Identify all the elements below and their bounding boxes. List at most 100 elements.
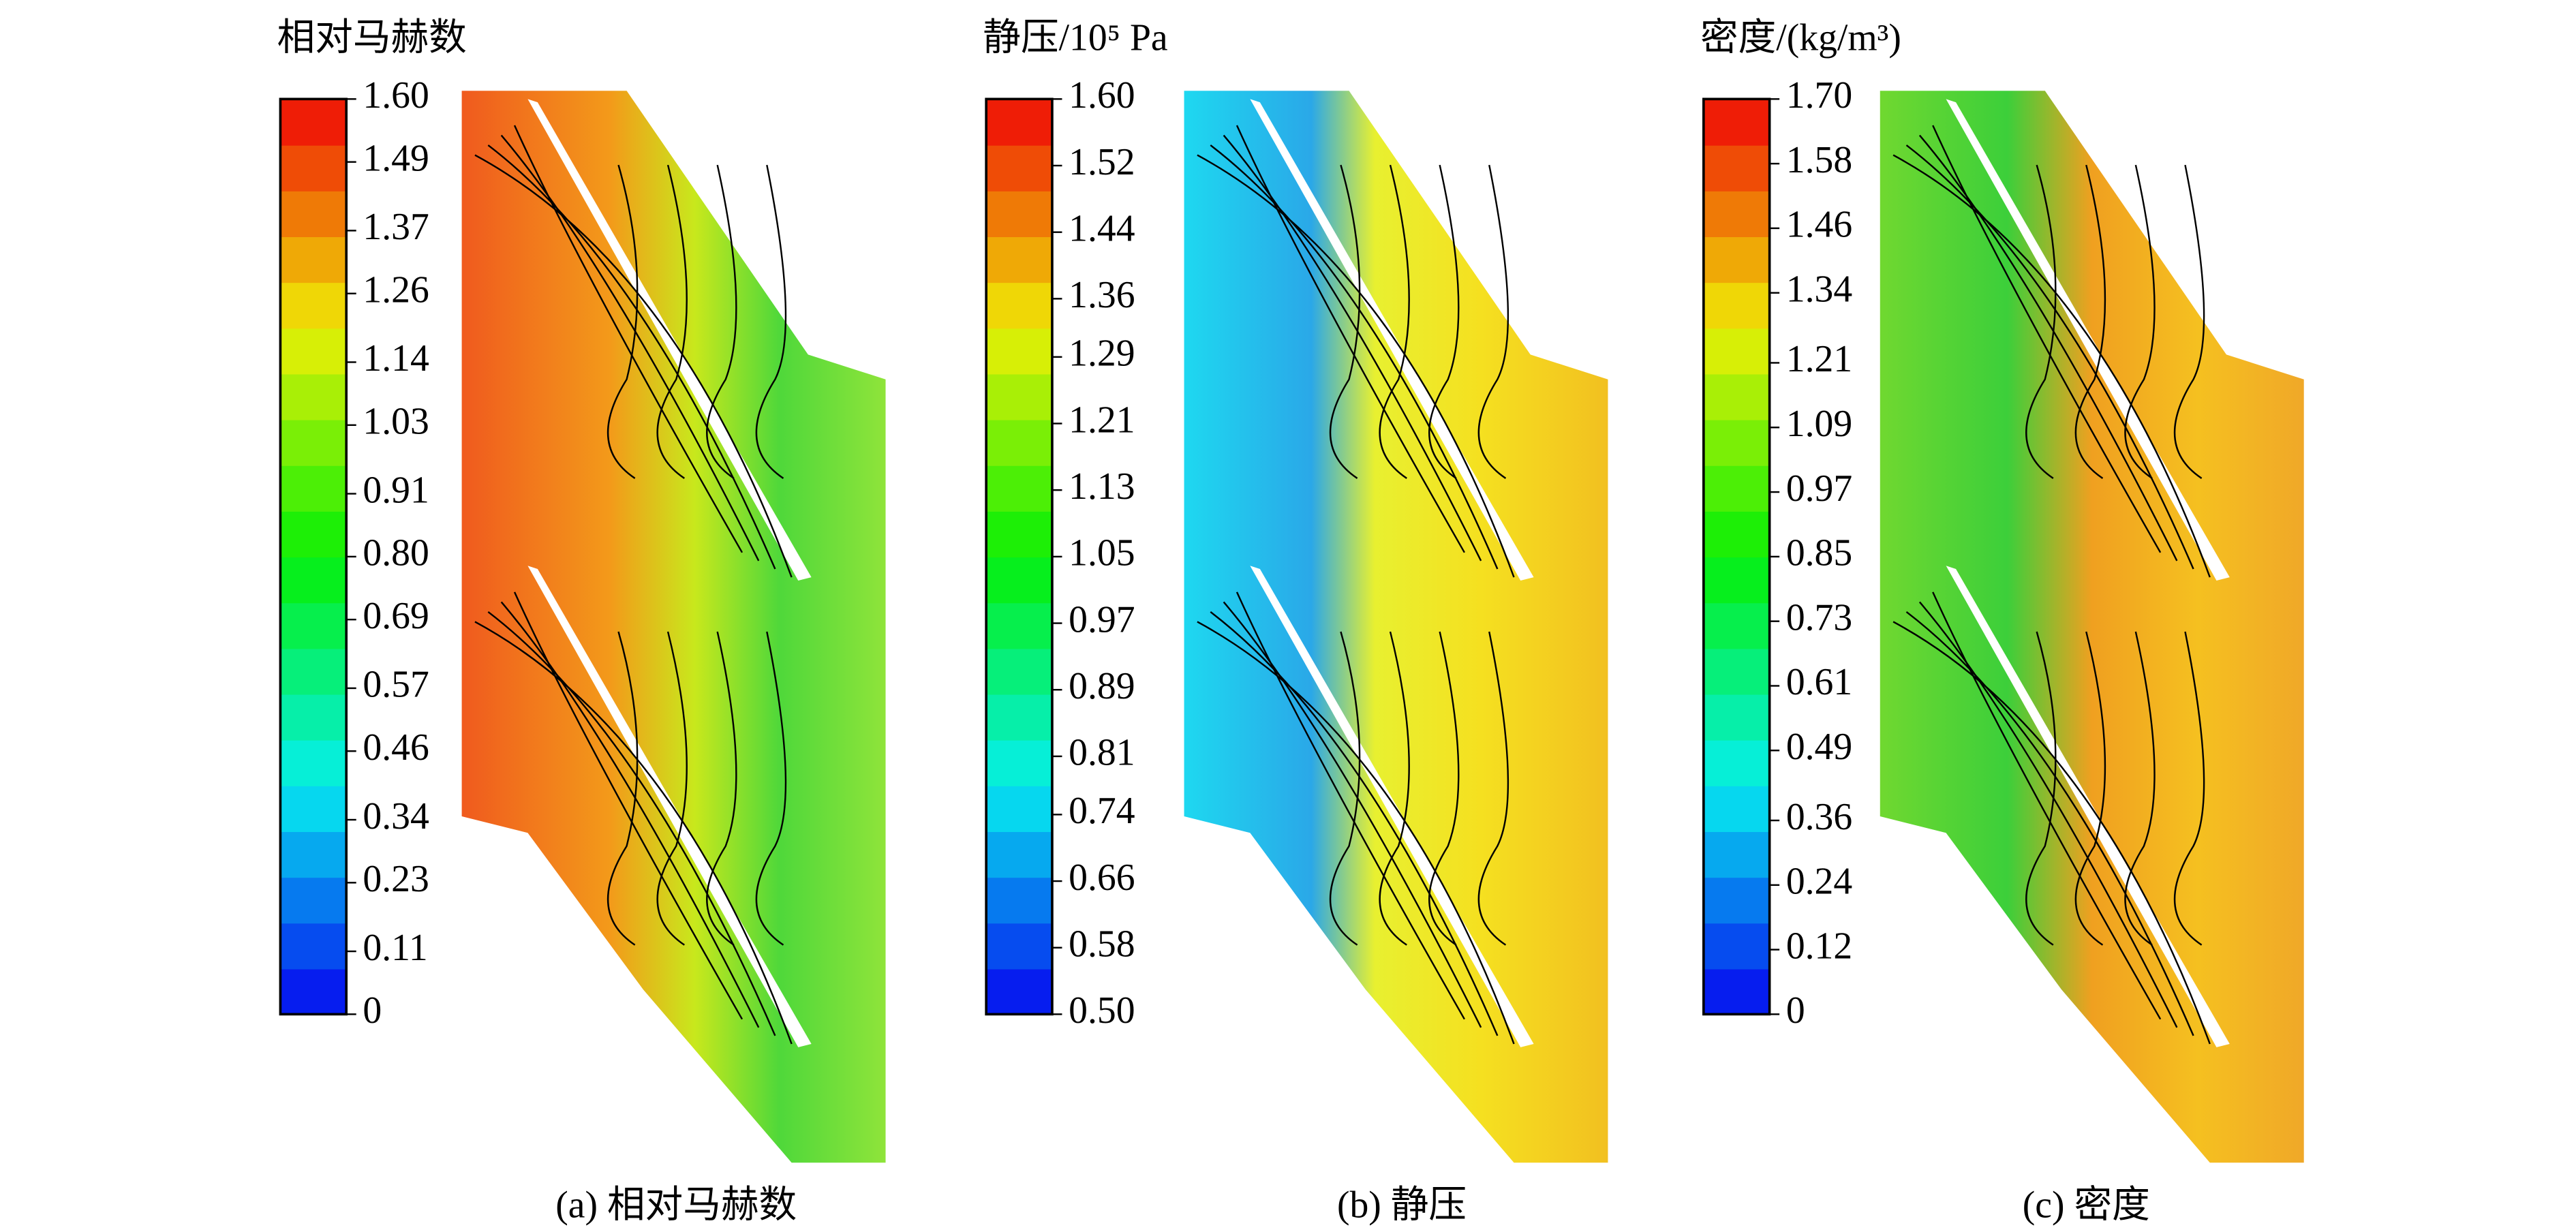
contour-line: [474, 621, 793, 1045]
colorbar-band: [986, 785, 1052, 833]
contour-line: [1329, 164, 1361, 479]
colorbar-band: [986, 281, 1052, 329]
colorbar-band: [986, 602, 1052, 649]
contour-line: [1210, 611, 1499, 1036]
colorbar-band: [1703, 968, 1770, 1015]
colorbar-band: [986, 236, 1052, 283]
colorbar-band: [280, 556, 347, 604]
contour-line: [607, 164, 639, 479]
contour-line: [1210, 144, 1499, 570]
colorbar-band: [986, 144, 1052, 191]
contour-line: [1892, 621, 2211, 1045]
colorbar-band: [280, 190, 347, 238]
colorbar-band: [280, 510, 347, 558]
colorbar-band: [280, 968, 347, 1015]
contour-line: [487, 144, 776, 570]
colorbar-tick-label: 1.70: [1786, 74, 1852, 117]
contour-line: [2124, 164, 2156, 479]
colorbar-tick-label: 1.05: [1069, 532, 1135, 574]
colorbar-tick-label: 1.60: [363, 74, 429, 117]
colorbar-band: [1703, 465, 1770, 512]
contour-line: [2025, 164, 2057, 479]
contour-line: [1236, 125, 1465, 553]
colorbar-tick-label: 0.61: [1786, 661, 1852, 703]
panel-a-field: [461, 91, 886, 1163]
contour-line: [487, 611, 776, 1036]
colorbar-band: [280, 373, 347, 420]
colorbar-band: [280, 236, 347, 283]
contour-line: [2074, 164, 2106, 479]
colorbar-band: [986, 465, 1052, 512]
contour-line: [1892, 154, 2211, 578]
colorbar-band: [280, 785, 347, 833]
panel-caption: (a) 相对马赫数: [555, 1184, 797, 1227]
contour-line: [755, 164, 787, 479]
contour-line: [1329, 631, 1361, 946]
colorbar-band: [280, 281, 347, 329]
colorbar-tick-label: 1.49: [363, 137, 429, 179]
contour-line: [1477, 631, 1509, 946]
colorbar-band: [986, 648, 1052, 695]
contour-line: [474, 154, 793, 578]
colorbar-tick-label: 0.80: [363, 532, 429, 574]
colorbar-tick-label: 1.21: [1786, 338, 1852, 380]
colorbar-tick-label: 0.49: [1786, 726, 1852, 768]
colorbar-band: [1703, 419, 1770, 466]
contour-line: [1932, 125, 2162, 553]
colorbar-band: [1703, 144, 1770, 191]
colorbar-tick-label: 0.66: [1069, 857, 1135, 899]
colorbar-band: [1703, 923, 1770, 970]
contour-line: [2173, 164, 2205, 479]
colorbar-tick-label: 1.14: [363, 337, 429, 380]
field-overlay: [1197, 99, 1534, 1047]
panel: 0.50 0.58 0.66 0.74 0.81 0.89 0.97 1.05 1.13 1.21…: [983, 16, 1534, 1227]
colorbar-tick-label: 1.60: [1069, 74, 1135, 117]
colorbar-tick-label: 0.81: [1069, 732, 1135, 774]
field-overlay: [474, 99, 812, 1047]
contour-line: [1197, 621, 1515, 1045]
colorbar-tick-label: 0.97: [1786, 467, 1852, 510]
colorbar-tick-label: 0.50: [1069, 989, 1135, 1032]
colorbar-band: [1703, 373, 1770, 420]
colorbar-band: [280, 694, 347, 741]
colorbar-tick-label: 0.73: [1786, 596, 1852, 638]
colorbar-title: 静压/10⁵ Pa: [983, 16, 1167, 59]
colorbar-band: [1703, 831, 1770, 878]
colorbar-band: [986, 99, 1052, 146]
contour-line: [1223, 601, 1482, 1028]
colorbar-band: [986, 968, 1052, 1015]
colorbar-tick-label: 1.26: [363, 269, 429, 311]
colorbar-band: [280, 328, 347, 375]
panel: 0 0.12 0.24 0.36 0.49 0.61 0.73 0.85 0.97 1.09 1.2…: [1700, 16, 2230, 1227]
colorbar-title: 密度/(kg/m³): [1700, 16, 1901, 59]
colorbar-band: [986, 831, 1052, 878]
colorbar-band: [986, 510, 1052, 558]
colorbar-tick-label: 1.03: [363, 401, 429, 443]
contour-line: [706, 631, 737, 946]
blade: [1250, 99, 1534, 581]
colorbar-band: [986, 694, 1052, 741]
colorbar-band: [280, 602, 347, 649]
colorbar-band: [1703, 99, 1770, 146]
contour-line: [1905, 611, 2194, 1036]
contour-line: [1428, 164, 1460, 479]
colorbar-band: [1703, 602, 1770, 649]
colorbar-tick-label: 0.97: [1069, 598, 1135, 641]
colorbar-band: [1703, 876, 1770, 924]
colorbar-tick-label: 0.69: [363, 595, 429, 637]
contour-line: [513, 125, 743, 553]
contour-line: [607, 631, 639, 946]
contour-line: [1197, 154, 1515, 578]
blade: [1946, 99, 2230, 581]
colorbar-tick-label: 1.36: [1069, 274, 1135, 316]
contour-line: [1379, 164, 1410, 479]
colorbar-tick-label: 0.46: [363, 726, 429, 769]
colorbar-band: [986, 923, 1052, 970]
colorbar-tick-label: 0.34: [363, 795, 429, 837]
contour-line: [706, 164, 737, 479]
colorbar-tick-label: 0.85: [1786, 532, 1852, 574]
colorbar-tick-label: 0.91: [363, 469, 429, 511]
colorbar-band: [986, 190, 1052, 238]
